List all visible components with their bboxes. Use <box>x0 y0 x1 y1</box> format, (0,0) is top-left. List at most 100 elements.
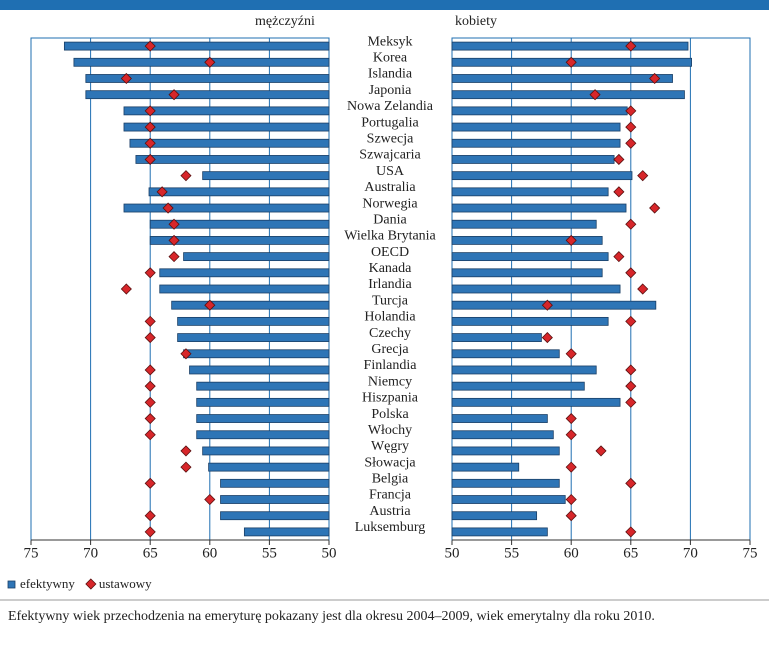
bar <box>451 333 542 342</box>
category-label: Korea <box>373 51 408 66</box>
category-label: Polska <box>371 407 409 422</box>
bar <box>85 74 330 83</box>
bar <box>451 187 609 197</box>
category-label: Francja <box>369 488 412 503</box>
diamond-marker <box>144 364 156 376</box>
x-tick-label: 50 <box>445 545 460 561</box>
diamond-marker <box>625 477 637 489</box>
bar <box>63 41 330 51</box>
bar <box>451 414 548 423</box>
diamond-marker <box>613 153 625 166</box>
bar <box>451 478 560 488</box>
category-label: Nowa Zelandia <box>347 99 434 114</box>
bar <box>451 284 621 294</box>
diamond-marker <box>625 526 637 538</box>
diamond-marker <box>649 202 661 214</box>
diamond-marker <box>565 56 577 68</box>
bar <box>451 74 673 83</box>
bar <box>451 155 615 164</box>
bar <box>208 462 330 472</box>
diamond-marker <box>120 283 132 295</box>
bar <box>177 316 330 326</box>
bar <box>451 252 609 262</box>
bar <box>451 41 689 51</box>
bar <box>129 138 330 148</box>
diamond-marker <box>541 332 553 344</box>
category-label: Słowacja <box>364 455 416 470</box>
diamond-marker <box>162 202 174 214</box>
category-label: Grecja <box>371 342 409 357</box>
bar <box>451 397 621 407</box>
bar <box>451 122 621 132</box>
x-tick-label: 55 <box>262 545 277 561</box>
diamond-marker <box>168 218 180 230</box>
diamond-marker <box>565 429 577 441</box>
bar <box>85 90 330 100</box>
diamond-marker <box>565 461 577 473</box>
legend-label: ustawowy <box>99 576 152 591</box>
diamond-marker <box>204 299 216 311</box>
bar <box>202 446 330 456</box>
diamond-marker <box>637 170 649 182</box>
bar <box>451 138 621 148</box>
bar <box>159 268 330 278</box>
x-tick-label: 50 <box>322 545 337 561</box>
bar <box>135 155 330 164</box>
bar <box>171 300 330 310</box>
diamond-marker <box>625 137 637 149</box>
bar <box>123 106 330 116</box>
category-label: Wielka Brytania <box>344 229 436 244</box>
diamond-marker <box>180 445 192 457</box>
x-tick-label: 75 <box>24 545 39 561</box>
diamond-marker <box>144 332 156 344</box>
category-label: Portugalia <box>361 115 419 130</box>
bar <box>196 414 330 423</box>
bar <box>202 171 330 181</box>
diamond-marker <box>168 89 180 101</box>
diamond-marker <box>625 105 637 117</box>
bar <box>451 236 603 245</box>
bar <box>451 268 603 278</box>
diamond-marker <box>625 218 637 230</box>
bar <box>451 316 609 326</box>
category-label: Norwegia <box>362 196 418 211</box>
diamond-marker <box>168 251 180 263</box>
bar <box>451 495 566 504</box>
bar <box>451 365 597 375</box>
category-label: Holandia <box>364 310 416 325</box>
bar <box>148 187 330 197</box>
bar <box>177 333 330 342</box>
diamond-marker <box>180 348 192 360</box>
bar <box>451 300 657 310</box>
bar <box>451 430 554 440</box>
x-tick-label: 55 <box>504 545 519 561</box>
category-label: Węgry <box>371 439 409 454</box>
bar <box>451 171 633 181</box>
bar <box>189 365 330 375</box>
diamond-marker <box>613 186 625 198</box>
diamond-marker <box>144 526 156 538</box>
diamond-marker <box>625 380 637 392</box>
bar <box>451 381 585 391</box>
category-label: Turcja <box>372 293 409 308</box>
bar <box>243 527 330 537</box>
diamond-marker <box>625 396 637 408</box>
diamond-marker <box>144 40 156 52</box>
diamond-marker <box>168 234 180 246</box>
x-tick-label: 65 <box>623 545 638 561</box>
diamond-marker <box>541 299 553 311</box>
legend-swatch <box>85 578 97 590</box>
bar <box>183 252 330 262</box>
category-label: Japonia <box>369 83 413 98</box>
bar <box>451 219 597 229</box>
diamond-marker <box>156 186 168 198</box>
bar <box>220 511 330 521</box>
footnote: Efektywny wiek przechodzenia na emerytur… <box>8 609 655 624</box>
category-label: Belgia <box>372 472 409 487</box>
diamond-marker <box>144 380 156 392</box>
diamond-marker <box>637 283 649 295</box>
bar <box>220 478 330 488</box>
category-label: Islandia <box>368 67 413 82</box>
